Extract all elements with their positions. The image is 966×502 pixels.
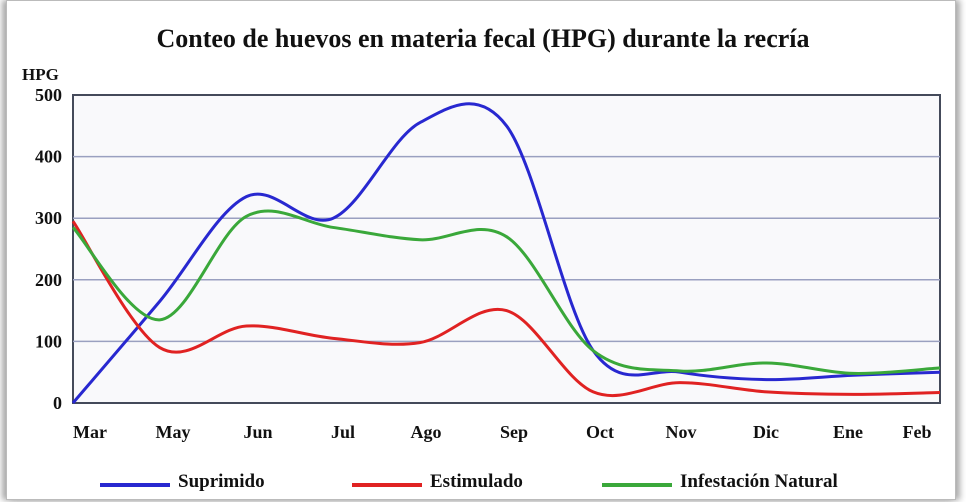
y-tick-label: 500 <box>35 85 62 105</box>
x-tick-label: Feb <box>903 422 932 442</box>
x-tick-label: Jul <box>331 422 355 442</box>
legend-label: Infestación Natural <box>680 471 838 492</box>
x-tick-label: Sep <box>500 422 528 442</box>
y-tick-label: 100 <box>35 331 62 351</box>
x-tick-label: Oct <box>586 422 614 442</box>
y-tick-label: 200 <box>35 270 62 290</box>
x-tick-label: May <box>156 422 191 442</box>
x-tick-label: Nov <box>666 422 697 442</box>
x-tick-label: Mar <box>73 422 107 442</box>
x-tick-label: Ene <box>833 422 863 442</box>
x-tick-label: Jun <box>243 422 272 442</box>
x-tick-label: Ago <box>411 422 442 442</box>
plot-area <box>72 94 941 404</box>
series-line-estimulado <box>71 220 941 398</box>
x-tick-label: Dic <box>753 422 779 442</box>
chart-title: Conteo de huevos en materia fecal (HPG) … <box>157 24 810 53</box>
series-line-suprimido <box>71 102 941 404</box>
y-tick-label: 0 <box>53 393 62 413</box>
series-line-infestación-natural <box>71 209 941 376</box>
y-tick-label: 300 <box>35 208 62 228</box>
legend-label: Estimulado <box>430 471 523 492</box>
y-tick-label: 400 <box>35 147 62 167</box>
y-axis-label: HPG <box>22 65 59 84</box>
legend-label: Suprimido <box>178 471 265 492</box>
